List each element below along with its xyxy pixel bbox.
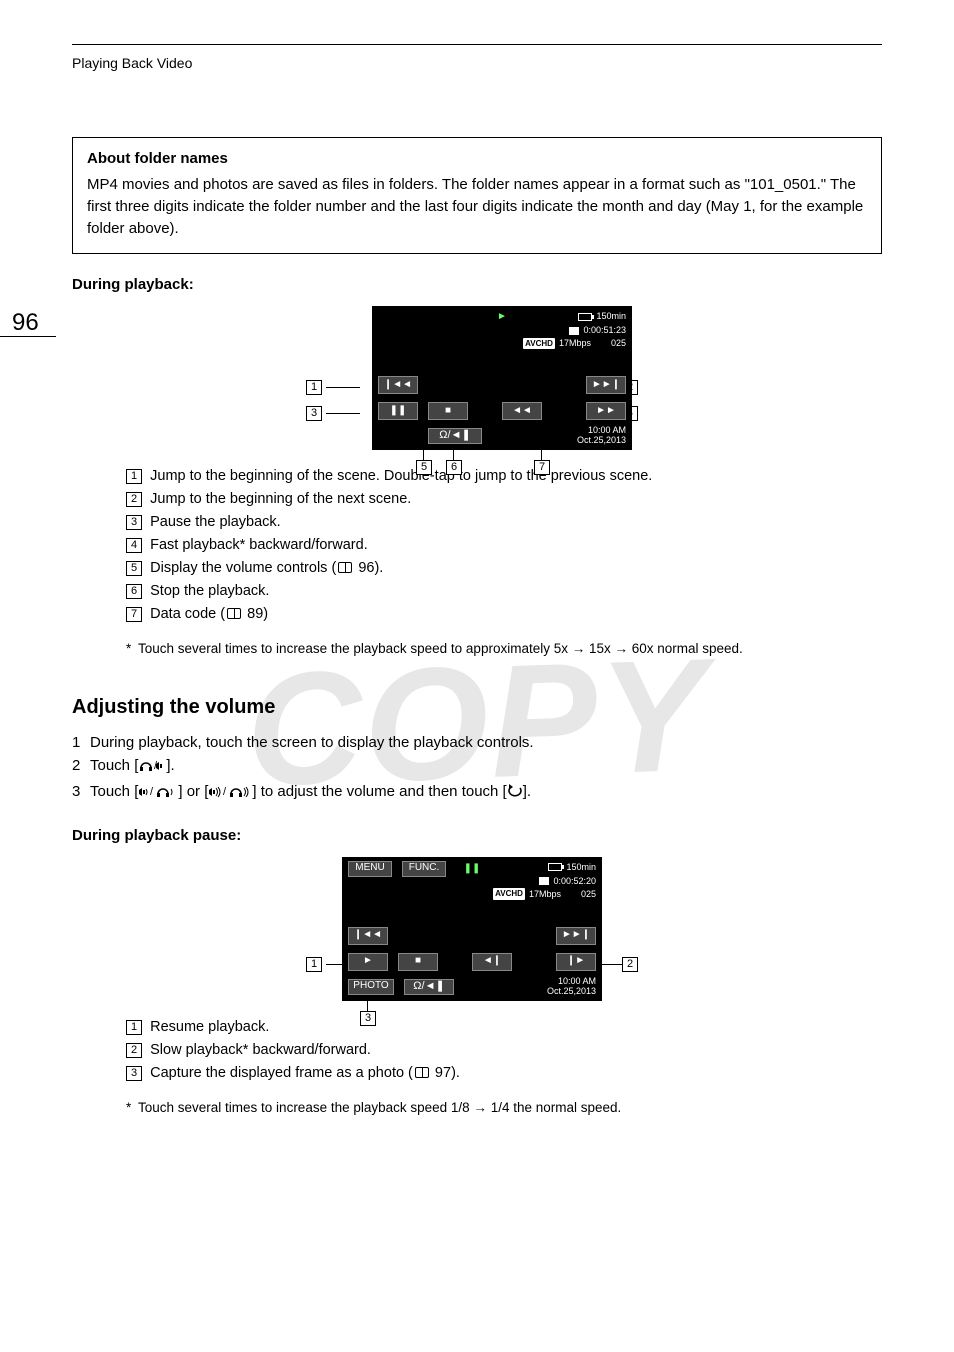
legend-item: 7Data code ( 89) xyxy=(126,604,882,625)
rewind-button[interactable]: ◄◄ xyxy=(502,402,542,420)
legend-item: 1Jump to the beginning of the scene. Dou… xyxy=(126,466,882,487)
lcd-timecode-2: 0:00:52:20 xyxy=(553,875,596,888)
lcd-format-2: AVCHD xyxy=(493,888,525,900)
manual-icon xyxy=(338,562,352,573)
manual-icon xyxy=(415,1067,429,1078)
playback-legend: 1Jump to the beginning of the scene. Dou… xyxy=(126,466,882,625)
manual-icon xyxy=(227,608,241,619)
svg-text:/: / xyxy=(223,786,227,798)
callout-7: 7 xyxy=(534,460,550,475)
speaker-up-headphone-up-icon: / xyxy=(208,783,252,805)
lcd-format: AVCHD xyxy=(523,338,555,350)
legend-item: 3Pause the playback. xyxy=(126,512,882,533)
pause-legend: 1Resume playback. 2Slow playback* backwa… xyxy=(126,1017,882,1084)
svg-text:/: / xyxy=(150,786,154,798)
lcd-clipno: 025 xyxy=(611,337,626,350)
volume-button-2[interactable]: Ω/◄❚ xyxy=(404,979,454,995)
lcd-date: Oct.25,2013 xyxy=(577,436,626,446)
volume-steps: 1During playback, touch the screen to di… xyxy=(72,732,882,805)
lcd-battery-2: 150min xyxy=(566,861,596,874)
stop-button[interactable]: ■ xyxy=(428,402,468,420)
legend-item: 6Stop the playback. xyxy=(126,581,882,602)
legend-item: 5Display the volume controls ( 96). xyxy=(126,558,882,579)
lcd-timecode: 0:00:51:23 xyxy=(583,324,626,337)
volume-button[interactable]: Ω/◄❚ xyxy=(428,428,482,444)
prev-scene-button[interactable]: ❙◄◄ xyxy=(378,376,418,394)
photo-button[interactable]: PHOTO xyxy=(348,979,394,995)
play-button[interactable]: ► xyxy=(348,953,388,971)
callout-6: 6 xyxy=(446,460,462,475)
callout-p2: 2 xyxy=(622,957,638,972)
legend-item: 1Resume playback. xyxy=(126,1017,882,1038)
callout-p1: 1 xyxy=(306,957,322,972)
pause-footnote: *Touch several times to increase the pla… xyxy=(126,1098,882,1118)
func-button[interactable]: FUNC. xyxy=(402,861,446,877)
next-scene-button-2[interactable]: ►►❙ xyxy=(556,927,596,945)
legend-item: 2Slow playback* backward/forward. xyxy=(126,1040,882,1061)
slow-fwd-button[interactable]: ❙► xyxy=(556,953,596,971)
return-icon xyxy=(507,783,523,805)
during-pause-heading: During playback pause: xyxy=(72,825,882,847)
menu-button[interactable]: MENU xyxy=(348,861,392,877)
callout-1: 1 xyxy=(306,380,322,395)
legend-item: 3Capture the displayed frame as a photo … xyxy=(126,1063,882,1084)
fastfwd-button[interactable]: ►► xyxy=(586,402,626,420)
callout-5: 5 xyxy=(416,460,432,475)
slow-back-button[interactable]: ◄❙ xyxy=(472,953,512,971)
playback-footnote: *Touch several times to increase the pla… xyxy=(126,639,882,659)
pause-button[interactable]: ❚❚ xyxy=(378,402,418,420)
prev-scene-button-2[interactable]: ❙◄◄ xyxy=(348,927,388,945)
running-head: Playing Back Video xyxy=(72,53,882,73)
lcd-date-2: Oct.25,2013 xyxy=(547,987,596,997)
about-folder-names-box: About folder names MP4 movies and photos… xyxy=(72,137,882,254)
box-body: MP4 movies and photos are saved as files… xyxy=(87,174,867,239)
box-title: About folder names xyxy=(87,148,867,170)
lcd-clipno-2: 025 xyxy=(581,888,596,901)
adjusting-volume-heading: Adjusting the volume xyxy=(72,693,882,722)
legend-item: 4Fast playback* backward/forward. xyxy=(126,535,882,556)
next-scene-button[interactable]: ►►❙ xyxy=(586,376,626,394)
callout-p3: 3 xyxy=(360,1011,376,1026)
headphone-speaker-icon: / xyxy=(138,757,166,779)
stop-button-2[interactable]: ■ xyxy=(398,953,438,971)
legend-item: 2Jump to the beginning of the next scene… xyxy=(126,489,882,510)
callout-3: 3 xyxy=(306,406,322,421)
lcd-battery: 150min xyxy=(596,310,626,323)
lcd-bitrate-2: 17Mbps xyxy=(529,888,561,901)
speaker-down-headphone-down-icon: / xyxy=(138,783,178,805)
during-playback-heading: During playback: xyxy=(72,274,882,296)
lcd-bitrate: 17Mbps xyxy=(559,337,591,350)
